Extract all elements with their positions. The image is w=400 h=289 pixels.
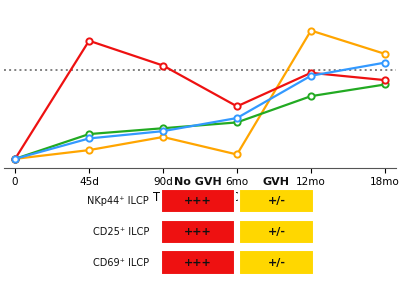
X-axis label: Time post HSCT: Time post HSCT <box>153 192 247 205</box>
Text: No GVH: No GVH <box>174 177 222 187</box>
Line: T: T <box>12 81 388 162</box>
Line: NK: NK <box>12 38 388 162</box>
Text: +++: +++ <box>184 196 212 206</box>
T <box>308 95 313 98</box>
Text: GVH: GVH <box>263 177 290 187</box>
T <box>382 83 387 86</box>
Text: +++: +++ <box>184 258 212 268</box>
T <box>161 127 166 130</box>
T <box>234 121 239 124</box>
Circulating ILC <box>382 61 387 64</box>
B <box>308 29 313 32</box>
NK <box>161 64 166 67</box>
Circulating ILC <box>161 129 166 133</box>
Text: NKp44⁺ ILCP: NKp44⁺ ILCP <box>87 196 149 206</box>
FancyBboxPatch shape <box>161 250 235 275</box>
Text: +/-: +/- <box>268 227 286 237</box>
Circulating ILC <box>308 74 313 77</box>
FancyBboxPatch shape <box>239 189 314 214</box>
NK <box>234 105 239 108</box>
Circulating ILC <box>13 157 18 161</box>
B <box>13 157 18 161</box>
B <box>87 148 92 152</box>
FancyBboxPatch shape <box>239 250 314 275</box>
FancyBboxPatch shape <box>161 220 235 244</box>
FancyBboxPatch shape <box>239 220 314 244</box>
NK <box>87 39 92 42</box>
Text: +/-: +/- <box>268 258 286 268</box>
Text: +/-: +/- <box>268 196 286 206</box>
Line: Circulating ILC: Circulating ILC <box>12 60 388 162</box>
T <box>13 157 18 161</box>
NK <box>308 71 313 75</box>
NK <box>13 157 18 161</box>
Circulating ILC <box>87 137 92 140</box>
B <box>161 135 166 139</box>
Text: CD69⁺ ILCP: CD69⁺ ILCP <box>93 258 149 268</box>
FancyBboxPatch shape <box>161 189 235 214</box>
Line: B: B <box>12 27 388 162</box>
Text: +++: +++ <box>184 227 212 237</box>
T <box>87 132 92 136</box>
NK <box>382 78 387 82</box>
B <box>234 153 239 156</box>
B <box>382 52 387 55</box>
Circulating ILC <box>234 116 239 120</box>
Text: CD25⁺ ILCP: CD25⁺ ILCP <box>93 227 149 237</box>
